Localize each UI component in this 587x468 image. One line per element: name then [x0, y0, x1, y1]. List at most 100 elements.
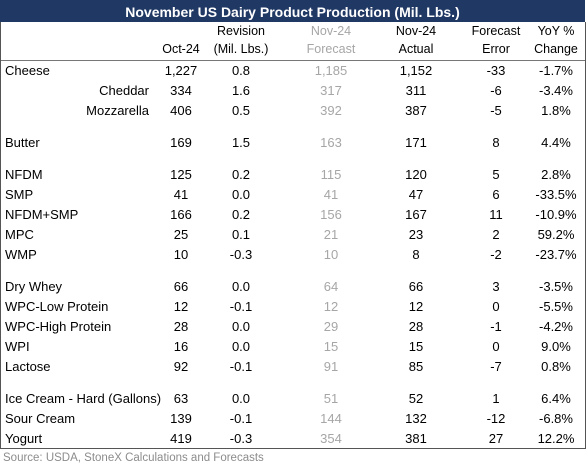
- cell-value: 1.6: [231, 83, 251, 98]
- cell-value: 311: [405, 83, 427, 98]
- column-header: Change: [534, 42, 578, 56]
- cell-value: 381: [405, 431, 427, 446]
- column-header: (Mil. Lbs.): [213, 42, 269, 56]
- row-label: NFDM: [5, 167, 43, 182]
- cell-value: -0.1: [229, 359, 253, 374]
- cell-value: 167: [405, 207, 427, 222]
- cell-value: 59.2%: [537, 227, 575, 242]
- cell-value: 29: [323, 319, 339, 334]
- cell-value: -3.5%: [539, 279, 573, 294]
- cell-value: -33.5%: [535, 187, 577, 202]
- cell-value: 66: [173, 279, 189, 294]
- row-label: WPC-High Protein: [5, 319, 112, 334]
- cell-value: 6.4%: [541, 391, 571, 406]
- cell-value: 115: [320, 167, 342, 182]
- cell-value: 51: [323, 391, 339, 406]
- cell-value: -1.7%: [539, 63, 573, 78]
- cell-value: 0: [492, 299, 500, 314]
- column-header: Revision: [217, 24, 265, 38]
- cell-value: 12: [323, 299, 339, 314]
- row-label: Yogurt: [5, 431, 43, 446]
- cell-value: 125: [170, 167, 192, 182]
- cell-value: 171: [405, 135, 427, 150]
- cell-value: 392: [320, 103, 342, 118]
- row-label: NFDM+SMP: [5, 207, 79, 222]
- cell-value: -3.4%: [539, 83, 573, 98]
- cell-value: 419: [170, 431, 192, 446]
- row-label: Cheese: [5, 63, 50, 78]
- cell-value: 0.5: [231, 103, 251, 118]
- cell-value: 10: [173, 247, 189, 262]
- cell-value: 1,227: [164, 63, 198, 78]
- cell-value: 406: [170, 103, 192, 118]
- cell-value: 0.0: [231, 187, 251, 202]
- column-header: Oct-24: [162, 42, 200, 56]
- cell-value: -12: [486, 411, 506, 426]
- row-label: Lactose: [5, 359, 51, 374]
- column-header: Error: [482, 42, 510, 56]
- cell-value: 1,152: [399, 63, 433, 78]
- column-header: Forecast: [471, 24, 521, 38]
- cell-value: -0.1: [229, 411, 253, 426]
- cell-value: 1: [492, 391, 500, 406]
- cell-value: 0.8%: [541, 359, 571, 374]
- cell-value: 0.0: [231, 319, 251, 334]
- cell-value: 0.0: [231, 391, 251, 406]
- cell-value: 21: [323, 227, 339, 242]
- row-label: WPC-Low Protein: [5, 299, 109, 314]
- cell-value: 47: [408, 187, 424, 202]
- cell-value: 0.0: [231, 339, 251, 354]
- cell-value: 15: [408, 339, 424, 354]
- cell-value: 354: [320, 431, 342, 446]
- cell-value: 317: [320, 83, 342, 98]
- cell-value: 2: [492, 227, 500, 242]
- cell-value: 9.0%: [541, 339, 571, 354]
- cell-value: 28: [173, 319, 189, 334]
- title: November US Dairy Product Production (Mi…: [0, 0, 585, 22]
- cell-value: 387: [405, 103, 427, 118]
- cell-value: 163: [320, 135, 342, 150]
- cell-value: -10.9%: [535, 207, 577, 222]
- cell-value: 0.1: [231, 227, 251, 242]
- sub-row-label: Mozzarella: [86, 103, 149, 118]
- cell-value: 2.8%: [541, 167, 571, 182]
- cell-value: 1.8%: [541, 103, 571, 118]
- row-label: Dry Whey: [5, 279, 63, 294]
- cell-value: 63: [173, 391, 189, 406]
- header-rule: [1, 60, 585, 61]
- cell-value: 3: [492, 279, 500, 294]
- cell-value: 132: [405, 411, 427, 426]
- cell-value: 28: [408, 319, 424, 334]
- cell-value: 25: [173, 227, 189, 242]
- cell-value: 0: [492, 339, 500, 354]
- cell-value: -6: [490, 83, 502, 98]
- row-label: Ice Cream - Hard (Gallons): [5, 391, 162, 406]
- cell-value: 166: [170, 207, 192, 222]
- cell-value: 52: [408, 391, 424, 406]
- cell-value: 23: [408, 227, 424, 242]
- cell-value: 16: [173, 339, 189, 354]
- cell-value: 85: [408, 359, 424, 374]
- row-label: SMP: [5, 187, 34, 202]
- column-header: Forecast: [306, 42, 356, 56]
- cell-value: -33: [486, 63, 506, 78]
- cell-value: 144: [320, 411, 342, 426]
- row-label: MPC: [5, 227, 34, 242]
- cell-value: 169: [170, 135, 192, 150]
- cell-value: 139: [170, 411, 192, 426]
- column-header: Nov-24: [395, 24, 437, 38]
- cell-value: 5: [492, 167, 500, 182]
- cell-value: 41: [173, 187, 189, 202]
- cell-value: 0.2: [231, 207, 251, 222]
- cell-value: 12: [173, 299, 189, 314]
- cell-value: -6.8%: [539, 411, 573, 426]
- cell-value: 15: [323, 339, 339, 354]
- cell-value: 120: [405, 167, 427, 182]
- column-header: Nov-24: [310, 24, 352, 38]
- row-label: Butter: [5, 135, 40, 150]
- cell-value: -5.5%: [539, 299, 573, 314]
- cell-value: 64: [323, 279, 339, 294]
- cell-value: 91: [323, 359, 339, 374]
- cell-value: -0.1: [229, 299, 253, 314]
